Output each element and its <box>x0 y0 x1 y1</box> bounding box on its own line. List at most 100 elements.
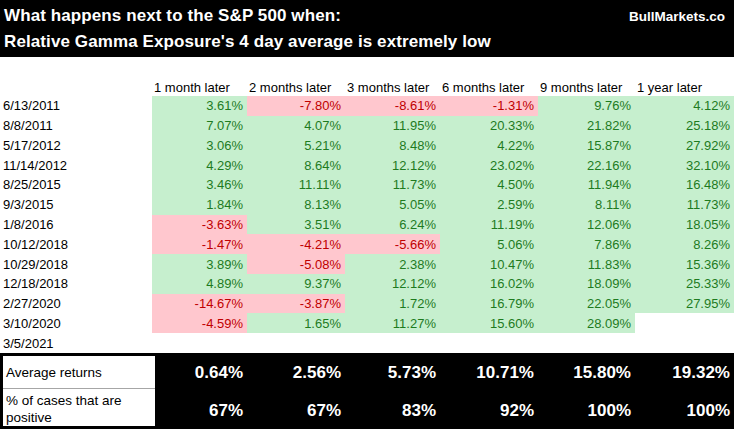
return-cell: 2.59% <box>440 195 538 215</box>
return-cell: 11.11% <box>247 175 345 195</box>
return-cell: 21.82% <box>538 116 635 136</box>
return-cell: 15.60% <box>440 313 538 333</box>
summary-section: Average returns 0.64%2.56%5.73%10.71%15.… <box>0 353 734 429</box>
return-cell: 8.13% <box>247 195 345 215</box>
return-cell: 28.09% <box>538 313 635 333</box>
return-cell: 1.72% <box>345 294 440 314</box>
return-cell: 12.06% <box>538 215 635 235</box>
return-cell <box>635 313 734 333</box>
date-cell: 3/10/2020 <box>0 313 152 333</box>
date-cell: 3/5/2021 <box>0 333 152 353</box>
table-row: 2/27/2020-14.67%-3.87%1.72%16.79%22.05%2… <box>0 294 734 314</box>
percent-positive-value: 67% <box>155 389 247 426</box>
average-returns-row: Average returns 0.64%2.56%5.73%10.71%15.… <box>3 356 734 389</box>
date-cell: 10/29/2018 <box>0 254 152 274</box>
return-cell: 1.65% <box>247 313 345 333</box>
return-cell <box>247 333 345 353</box>
column-header: 2 months later <box>247 80 345 96</box>
average-return-value: 2.56% <box>247 356 345 389</box>
return-cell: -3.63% <box>152 215 247 235</box>
return-cell: 20.33% <box>440 116 538 136</box>
return-cell: 16.79% <box>440 294 538 314</box>
table-row: 10/12/2018-1.47%-4.21%-5.66%5.06%7.86%8.… <box>0 234 734 254</box>
date-cell: 2/27/2020 <box>0 294 152 314</box>
percent-positive-value: 92% <box>440 389 538 426</box>
column-header-row: 1 month later2 months later3 months late… <box>0 80 734 96</box>
return-cell: 11.27% <box>345 313 440 333</box>
date-cell: 5/17/2012 <box>0 136 152 156</box>
table-row: 3/5/2021 <box>0 333 734 353</box>
return-cell: -1.31% <box>440 96 538 116</box>
return-cell: 15.87% <box>538 136 635 156</box>
return-cell: 7.07% <box>152 116 247 136</box>
return-cell: 18.09% <box>538 274 635 294</box>
return-cell: 11.19% <box>440 215 538 235</box>
return-cell: 4.22% <box>440 136 538 156</box>
date-cell: 10/12/2018 <box>0 234 152 254</box>
return-cell: 16.48% <box>635 175 734 195</box>
return-cell: 9.76% <box>538 96 635 116</box>
column-header: 6 months later <box>440 80 538 96</box>
return-cell: 2.38% <box>345 254 440 274</box>
column-header: 9 months later <box>538 80 635 96</box>
title-bar: What happens next to the S&P 500 when: B… <box>0 0 734 57</box>
return-cell: 12.12% <box>345 274 440 294</box>
table-row: 1/8/2016-3.63%3.51%6.24%11.19%12.06%18.0… <box>0 215 734 235</box>
page-title-line2: Relative Gamma Exposure's 4 day average … <box>4 32 491 52</box>
percent-positive-value: 100% <box>635 389 734 426</box>
column-header: 1 month later <box>152 80 247 96</box>
return-cell: 22.05% <box>538 294 635 314</box>
percent-positive-value: 67% <box>247 389 345 426</box>
return-cell <box>538 333 635 353</box>
return-cell: -8.61% <box>345 96 440 116</box>
return-cell: 27.92% <box>635 136 734 156</box>
return-cell: 22.16% <box>538 155 635 175</box>
return-cell: 1.84% <box>152 195 247 215</box>
date-cell: 11/14/2012 <box>0 155 152 175</box>
return-cell <box>635 333 734 353</box>
average-return-value: 19.32% <box>635 356 734 389</box>
return-cell: 4.29% <box>152 155 247 175</box>
date-cell: 8/8/2011 <box>0 116 152 136</box>
return-cell: -5.08% <box>247 254 345 274</box>
date-cell: 1/8/2016 <box>0 215 152 235</box>
return-cell <box>345 333 440 353</box>
return-cell: 5.05% <box>345 195 440 215</box>
average-returns-label: Average returns <box>3 356 155 389</box>
return-cell: 10.47% <box>440 254 538 274</box>
return-cell: -4.59% <box>152 313 247 333</box>
return-cell: 8.11% <box>538 195 635 215</box>
return-cell <box>440 333 538 353</box>
return-cell: 3.46% <box>152 175 247 195</box>
table-row: 8/8/20117.07%4.07%11.95%20.33%21.82%25.1… <box>0 116 734 136</box>
return-cell: 27.95% <box>635 294 734 314</box>
date-cell: 12/18/2018 <box>0 274 152 294</box>
return-cell: 25.18% <box>635 116 734 136</box>
date-cell: 6/13/2011 <box>0 96 152 116</box>
percent-positive-value: 83% <box>345 389 440 426</box>
return-cell <box>152 333 247 353</box>
table-row: 11/14/20124.29%8.64%12.12%23.02%22.16%32… <box>0 155 734 175</box>
return-cell: 5.21% <box>247 136 345 156</box>
return-cell: 3.51% <box>247 215 345 235</box>
average-return-value: 5.73% <box>345 356 440 389</box>
return-cell: 18.05% <box>635 215 734 235</box>
return-cell: 8.48% <box>345 136 440 156</box>
return-cell: 11.94% <box>538 175 635 195</box>
return-cell: -14.67% <box>152 294 247 314</box>
return-cell: -5.66% <box>345 234 440 254</box>
return-cell: 4.12% <box>635 96 734 116</box>
return-cell: 7.86% <box>538 234 635 254</box>
return-cell: -4.21% <box>247 234 345 254</box>
title-row-1: What happens next to the S&P 500 when: B… <box>0 3 734 29</box>
corner-cell <box>0 80 152 96</box>
return-cell: 32.10% <box>635 155 734 175</box>
return-cell: 4.89% <box>152 274 247 294</box>
gamma-exposure-table: What happens next to the S&P 500 when: B… <box>0 0 734 429</box>
column-header: 1 year later <box>635 80 734 96</box>
return-cell: 3.61% <box>152 96 247 116</box>
percent-positive-label: % of cases that are positive <box>3 389 155 426</box>
average-return-value: 10.71% <box>440 356 538 389</box>
average-return-value: 15.80% <box>538 356 635 389</box>
return-cell: 11.73% <box>635 195 734 215</box>
